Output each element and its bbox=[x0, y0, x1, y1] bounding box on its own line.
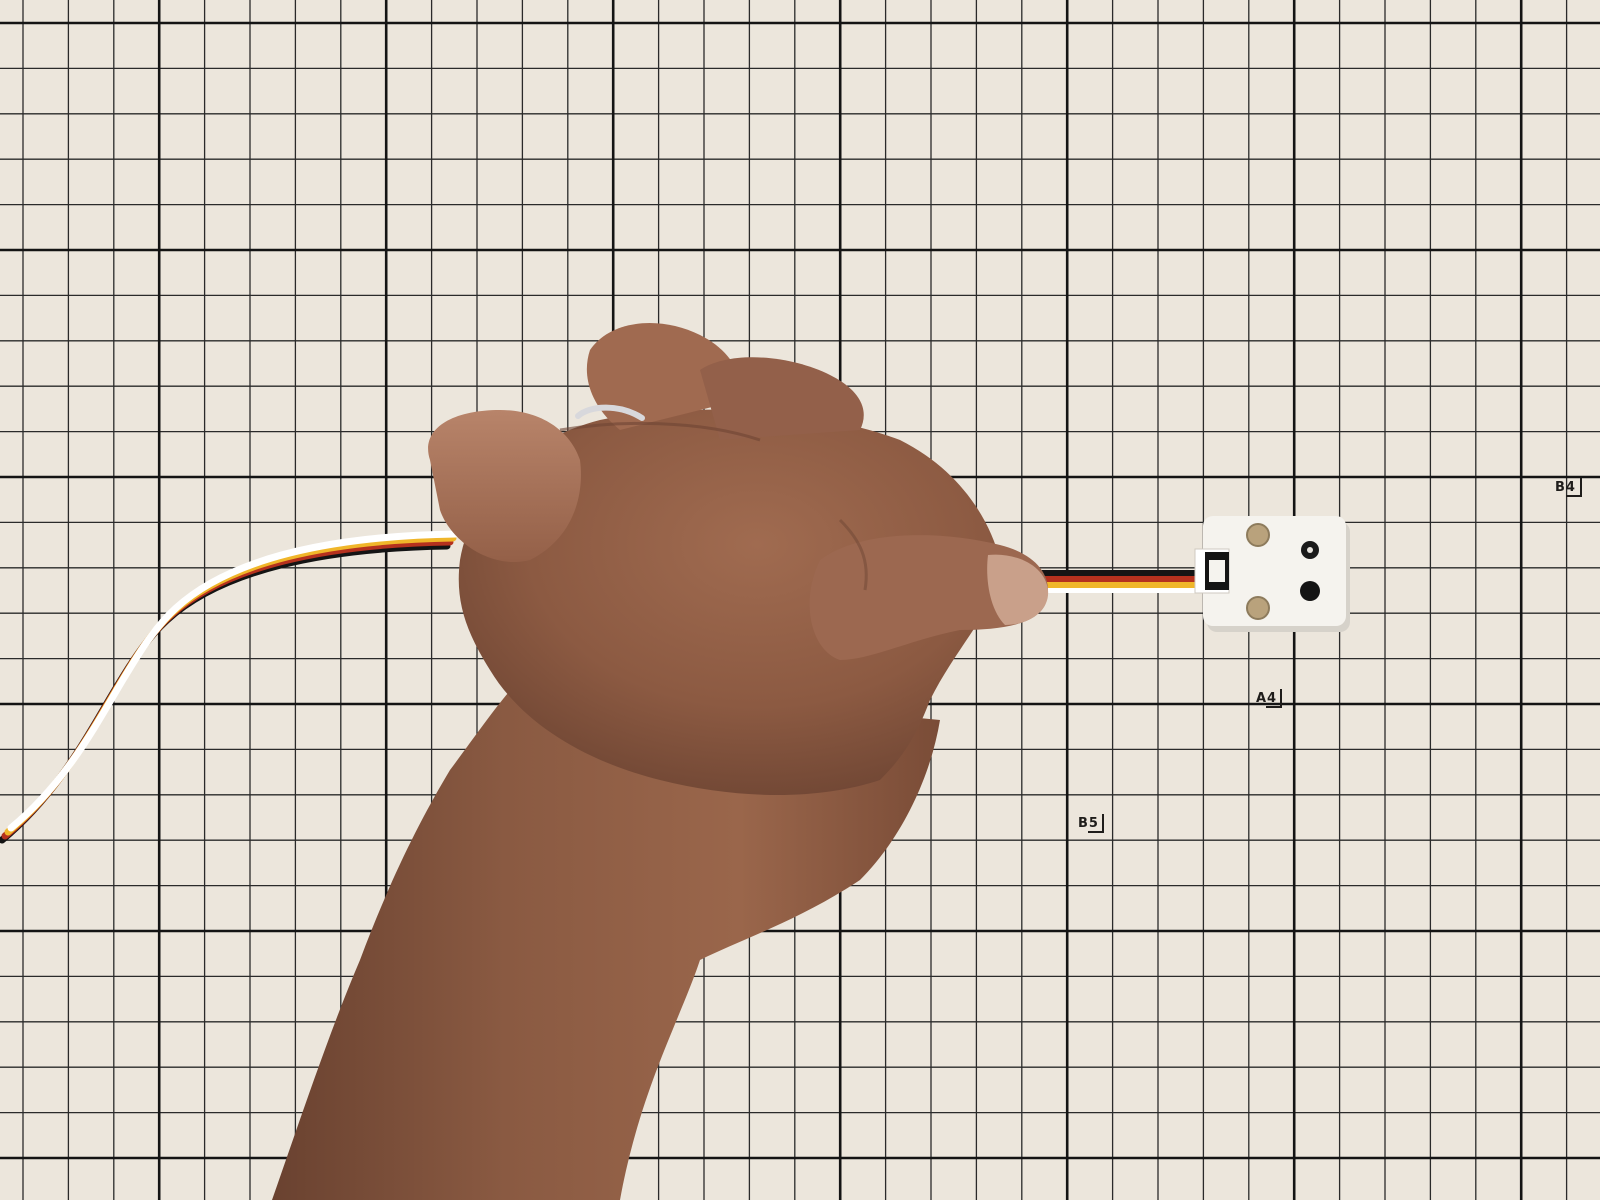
paper-size-label-a4: A4 bbox=[1256, 691, 1277, 706]
ring-icon bbox=[575, 404, 645, 421]
paper-size-marker-b4: B4 bbox=[1555, 478, 1582, 497]
sensor-module-icon bbox=[1194, 516, 1350, 632]
paper-size-marker-b5: B5 bbox=[1078, 814, 1104, 833]
hand-icon bbox=[272, 323, 1049, 1200]
paper-size-label-b5: B5 bbox=[1078, 816, 1099, 831]
cable-icon bbox=[0, 530, 460, 844]
paper-size-marker-a4: A4 bbox=[1256, 689, 1282, 708]
paper-size-label-b4: B4 bbox=[1555, 480, 1576, 495]
